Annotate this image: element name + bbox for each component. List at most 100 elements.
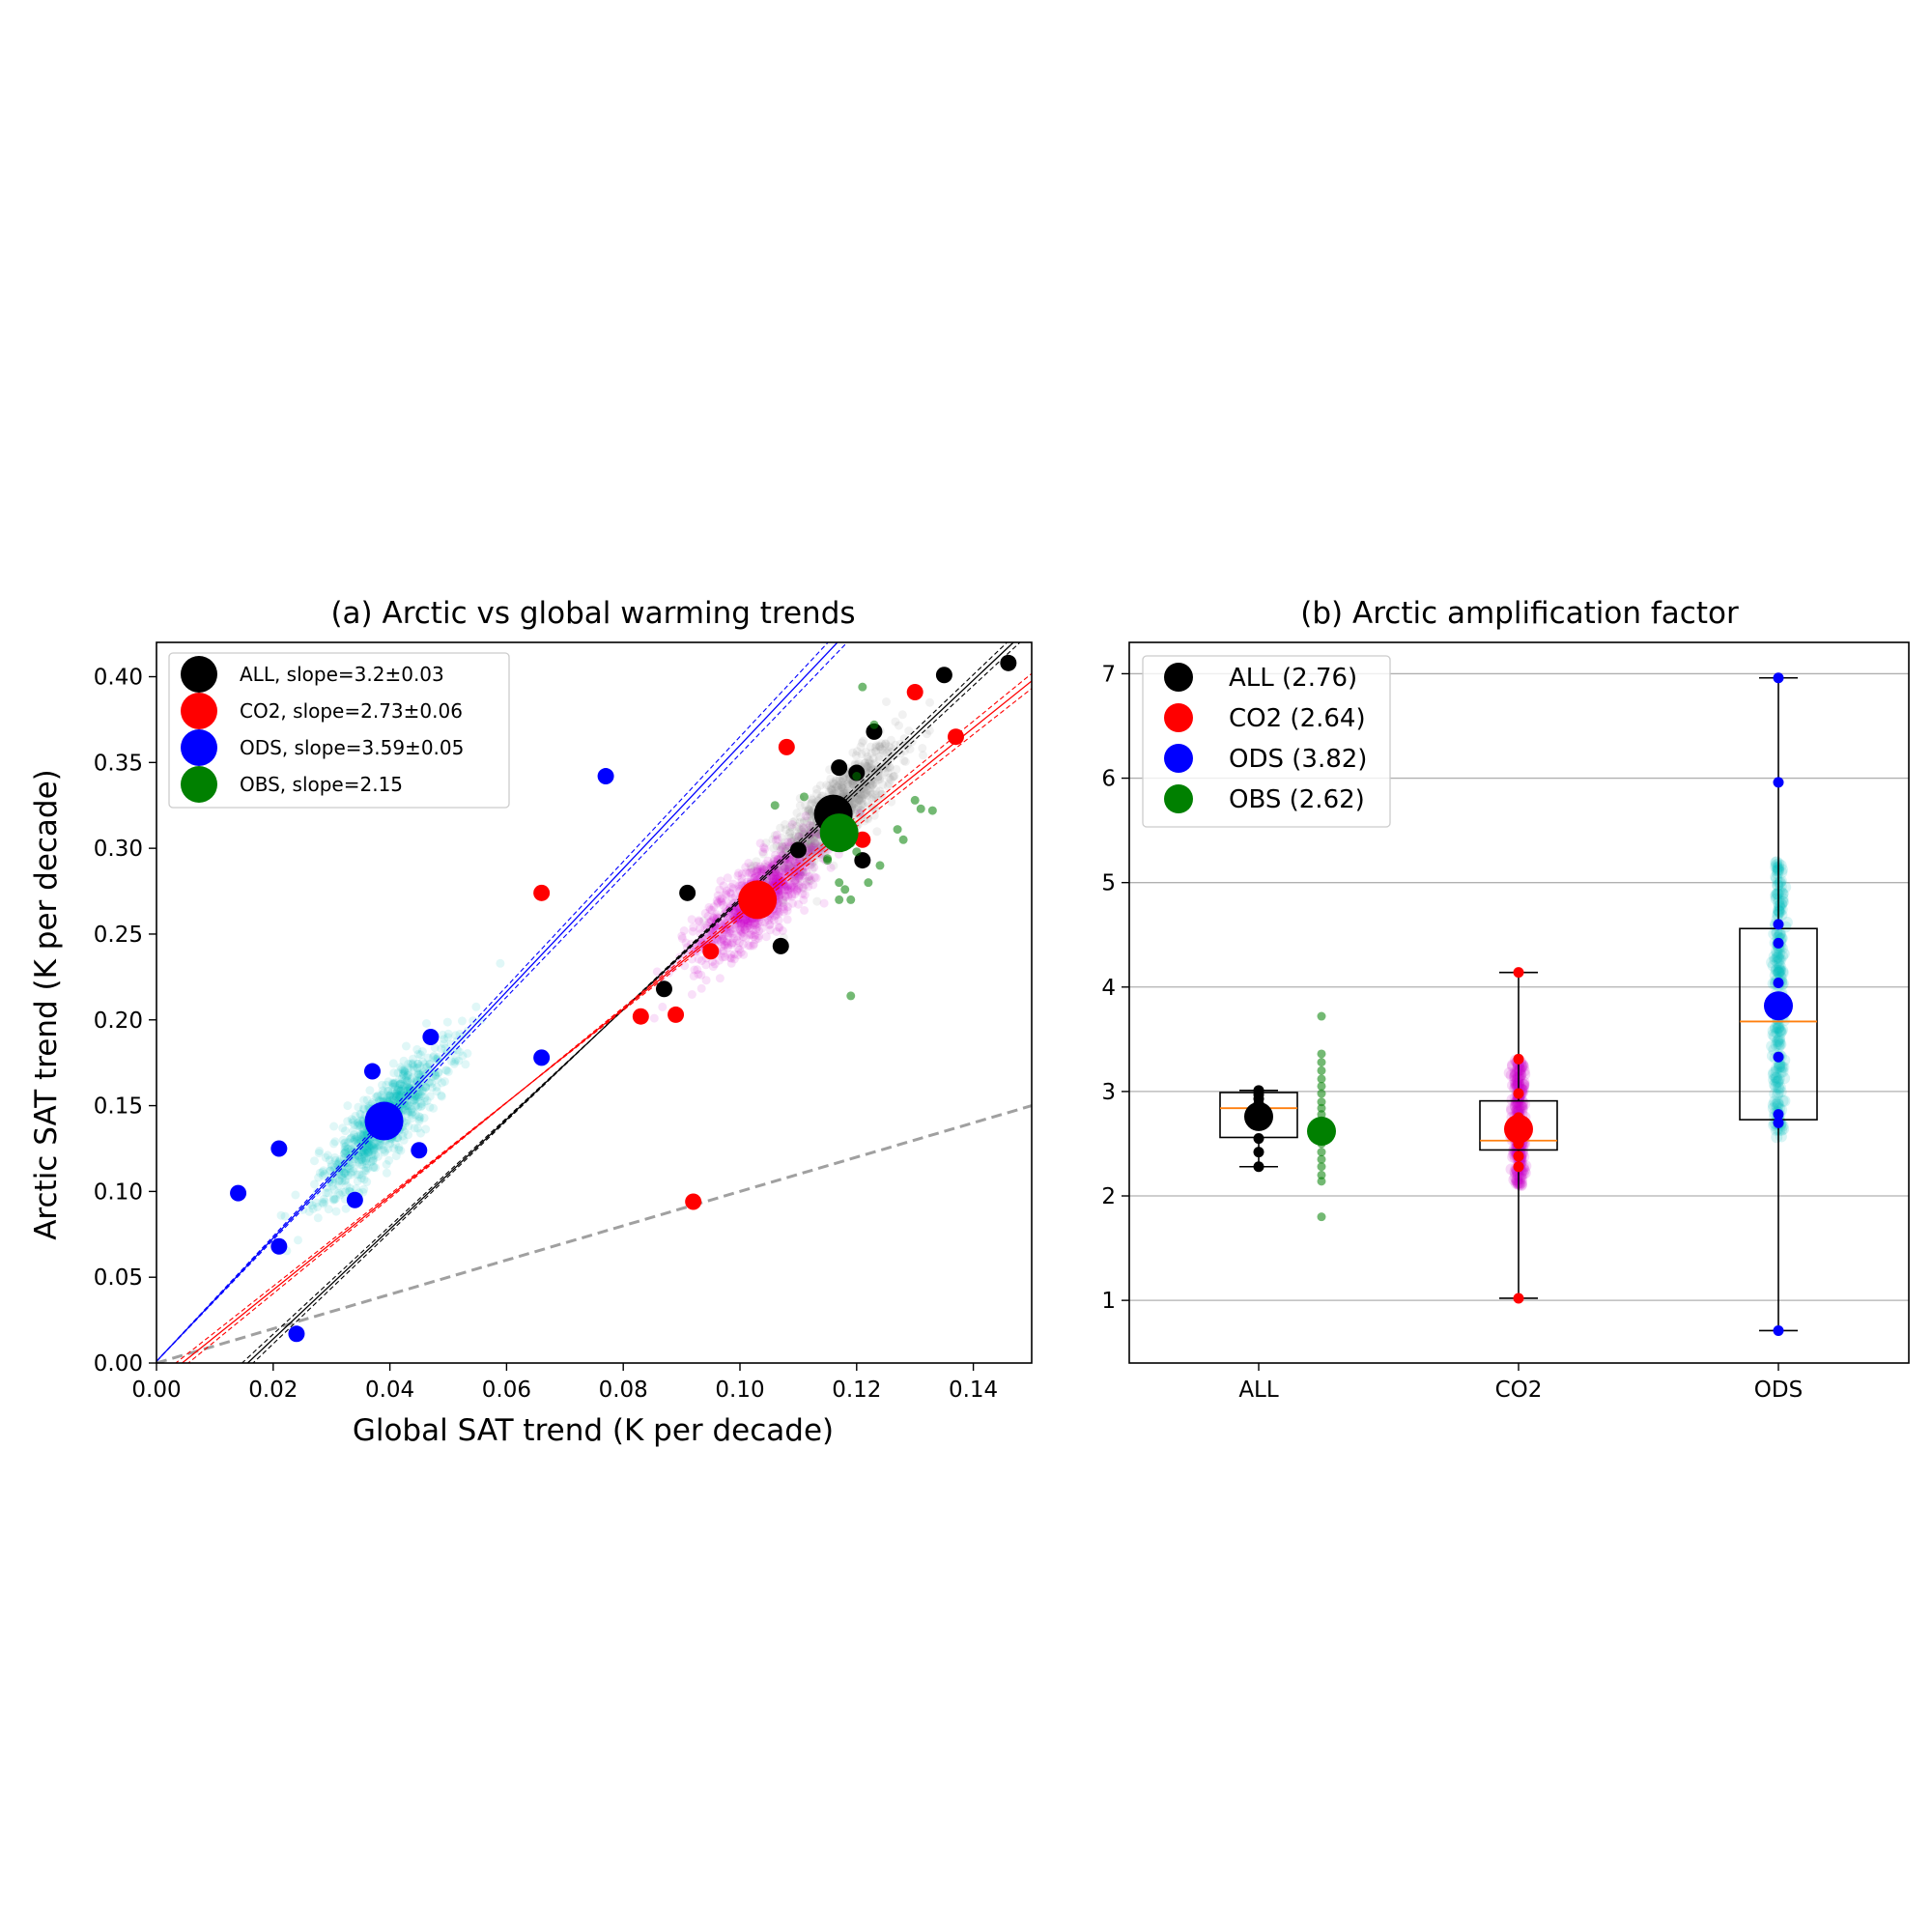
cloud-point <box>850 809 860 818</box>
obs-point <box>1317 1097 1326 1107</box>
cloud-point <box>700 908 710 918</box>
cloud-point <box>779 881 788 891</box>
cloud-point <box>394 1084 403 1094</box>
cloud-point <box>762 870 772 880</box>
cloud-point <box>765 921 774 930</box>
cloud-point <box>867 766 876 776</box>
cloud-point <box>851 751 861 760</box>
cloud-point <box>743 921 753 930</box>
cloud-point <box>783 885 793 894</box>
cloud-point <box>842 786 852 796</box>
cloud-point <box>742 923 752 932</box>
member-point <box>1773 1109 1784 1121</box>
cloud-point <box>881 739 891 749</box>
cloud-point <box>796 870 806 880</box>
cloud-point <box>371 1163 381 1173</box>
y-tick-label: 0.15 <box>94 1094 143 1120</box>
cloud-point <box>724 940 733 950</box>
cloud-point <box>726 950 735 959</box>
cloud-point <box>414 1069 424 1079</box>
cloud-point <box>353 1177 362 1186</box>
cloud-point <box>379 1145 388 1154</box>
cloud-point <box>761 932 771 942</box>
cloud-point <box>737 874 747 884</box>
cloud-point <box>775 872 784 882</box>
cloud-point <box>359 1153 369 1163</box>
cloud-point <box>314 1173 324 1182</box>
cloud-point <box>777 840 786 850</box>
mean-obs <box>819 813 859 853</box>
cloud-point <box>746 941 755 951</box>
fit-band-ods <box>156 642 848 1362</box>
cloud-point <box>414 1115 424 1124</box>
cloud-point <box>861 761 870 771</box>
cloud-point <box>846 793 856 803</box>
cloud-point <box>364 1148 374 1157</box>
cloud-point <box>858 799 867 809</box>
cloud-point <box>810 838 820 847</box>
cloud-point <box>785 822 795 832</box>
member-point <box>1773 777 1784 788</box>
cloud-point <box>378 1080 386 1090</box>
cloud-point <box>411 1101 420 1111</box>
member-point <box>1253 1133 1264 1145</box>
point-obs <box>852 772 862 781</box>
cloud-point <box>771 850 780 860</box>
cloud-point <box>740 916 750 925</box>
cloud-point <box>726 953 736 963</box>
cloud-point <box>411 1091 420 1100</box>
cloud-point <box>824 787 834 797</box>
cloud-point <box>829 779 838 788</box>
cloud-point <box>355 1121 364 1130</box>
obs-point <box>1317 1065 1326 1075</box>
cloud-point <box>866 779 875 788</box>
cloud-point <box>773 835 782 844</box>
cloud-point <box>789 860 799 869</box>
cloud-point <box>725 928 735 938</box>
cloud-point <box>335 1176 344 1185</box>
cloud-point <box>730 906 740 916</box>
cloud-point <box>727 894 737 903</box>
cloud-point <box>884 742 894 752</box>
cloud-point <box>871 790 881 800</box>
cloud-point <box>358 1103 368 1113</box>
y-tick-label: 0.30 <box>94 837 143 862</box>
cloud-point <box>402 1041 411 1051</box>
point-obs <box>835 895 844 904</box>
cloud-point <box>780 899 789 909</box>
cloud-point <box>799 895 809 905</box>
cloud-point <box>420 1082 430 1092</box>
cloud-point <box>805 844 814 854</box>
cloud-point <box>746 917 755 926</box>
cloud-point <box>395 1080 405 1090</box>
cloud-point <box>864 790 873 800</box>
cloud-point <box>415 1062 425 1071</box>
cloud-point <box>849 799 859 809</box>
cloud-point <box>717 894 726 903</box>
cloud-point <box>884 768 894 778</box>
cloud-point <box>341 1126 350 1136</box>
cloud-point <box>810 857 818 867</box>
mean-marker <box>1504 1114 1533 1144</box>
cloud-point <box>789 868 799 878</box>
cloud-point <box>415 1072 425 1082</box>
cloud-point <box>842 779 852 788</box>
cloud-point <box>736 918 746 927</box>
cloud-point <box>771 880 781 890</box>
cloud-point <box>776 885 785 895</box>
cloud-point <box>859 791 868 800</box>
cloud-point <box>715 895 724 904</box>
cloud-point <box>324 1188 333 1198</box>
cloud-point <box>772 910 781 920</box>
point-co2 <box>702 943 720 960</box>
member-point <box>1513 1053 1524 1065</box>
cloud-point <box>798 867 807 877</box>
cloud-point <box>780 886 789 895</box>
cloud-point <box>338 1123 348 1133</box>
cloud-point <box>804 839 813 849</box>
cloud-point <box>865 756 874 766</box>
cloud-point <box>330 1155 340 1165</box>
cloud-point <box>442 1017 452 1027</box>
cloud-point <box>771 868 781 878</box>
cloud-point <box>809 846 818 856</box>
